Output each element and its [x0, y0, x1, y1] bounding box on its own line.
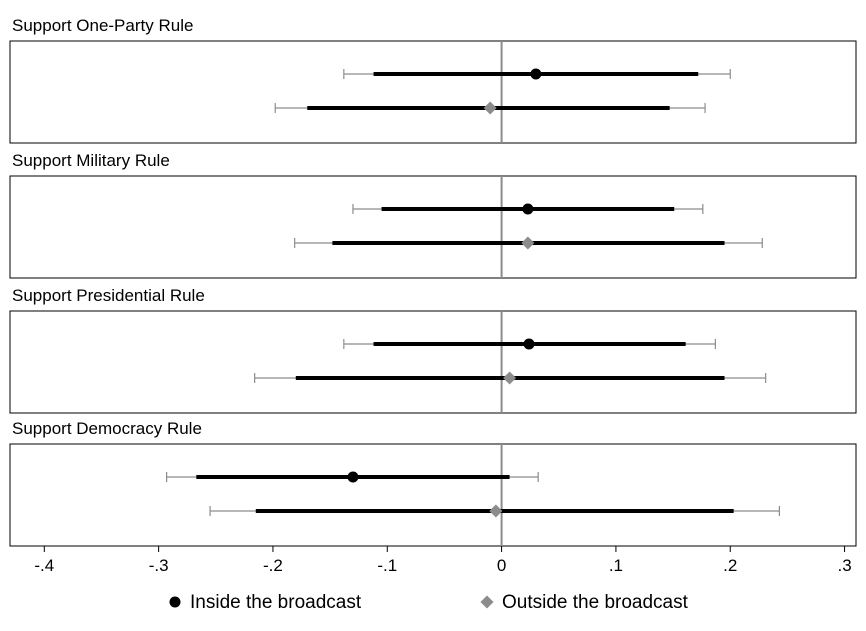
panel-1: Support One-Party Rule — [9, 16, 857, 144]
legend-item-outside: Outside the broadcast — [480, 592, 689, 613]
x-tick-label: -.4 — [34, 556, 54, 575]
x-tick-label: -.3 — [149, 556, 169, 575]
panel-frame — [9, 175, 857, 279]
panel-title: Support Presidential Rule — [12, 286, 205, 305]
legend-diamond-marker — [480, 595, 494, 609]
estimate-inside — [352, 203, 704, 215]
legend-item-inside: Inside the broadcast — [169, 592, 362, 613]
legend-label: Inside the broadcast — [190, 592, 362, 613]
panel-title: Support One-Party Rule — [12, 16, 193, 35]
legend-label: Outside the broadcast — [502, 592, 689, 613]
x-axis: -.4 -.3 -.2 -.1 0 .1 .2 .3 — [34, 546, 852, 575]
estimate-inside — [343, 338, 716, 350]
panel-2: Support Military Rule — [9, 151, 857, 279]
point-estimate-circle — [530, 68, 542, 80]
estimate-outside — [209, 504, 781, 518]
x-tick-label: .3 — [837, 556, 851, 575]
panel-frame — [9, 40, 857, 144]
x-tick-label: .2 — [723, 556, 737, 575]
panel-title: Support Military Rule — [12, 151, 170, 170]
estimate-inside — [343, 68, 731, 80]
estimate-outside — [254, 371, 767, 385]
estimate-outside — [274, 101, 706, 115]
x-tick-label: -.2 — [263, 556, 283, 575]
x-tick-label: .1 — [609, 556, 623, 575]
panel-4: Support Democracy Rule — [9, 419, 857, 547]
legend-circle-marker — [169, 596, 181, 608]
x-tick-label: -.1 — [377, 556, 397, 575]
x-tick-label: 0 — [497, 556, 506, 575]
point-estimate-circle — [347, 471, 359, 483]
panels: Support One-Party Rule Support Military R… — [9, 16, 857, 547]
panel-frame — [9, 443, 857, 547]
estimate-outside — [294, 236, 763, 250]
point-estimate-diamond — [503, 371, 517, 385]
panel-frame — [9, 310, 857, 414]
panel-3: Support Presidential Rule — [9, 286, 857, 414]
point-estimate-diamond — [483, 101, 497, 115]
point-estimate-diamond — [489, 504, 503, 518]
point-estimate-circle — [522, 203, 534, 215]
point-estimate-diamond — [521, 236, 535, 250]
point-estimate-circle — [523, 338, 535, 350]
panel-title: Support Democracy Rule — [12, 419, 202, 438]
estimate-inside — [166, 471, 539, 483]
legend: Inside the broadcast Outside the broadcas… — [169, 592, 689, 613]
